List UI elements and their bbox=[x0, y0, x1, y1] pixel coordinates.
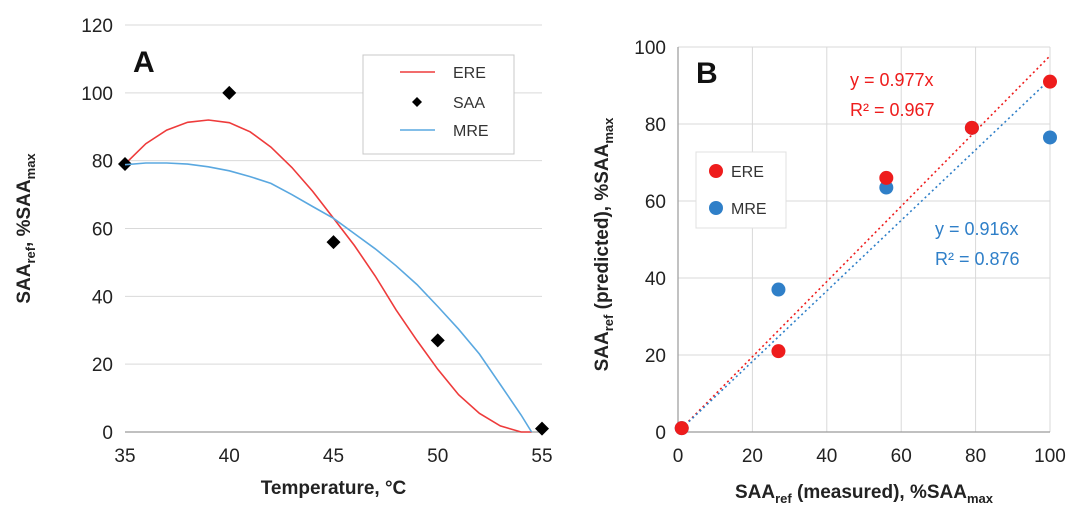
data-point-ere bbox=[674, 421, 689, 436]
x-tick-label: 35 bbox=[114, 446, 135, 467]
y-tick-label: 0 bbox=[102, 423, 113, 444]
y-axis-label-sub: ref bbox=[23, 246, 38, 263]
x-tick-label: 50 bbox=[427, 446, 448, 467]
panel-label-a: A bbox=[133, 46, 155, 79]
r-squared-mre: R² = 0.876 bbox=[935, 249, 1020, 269]
data-point-ere bbox=[879, 170, 894, 185]
series-line-mre bbox=[124, 162, 533, 433]
data-point-ere bbox=[771, 344, 786, 359]
y-axis-label-tail: , %SAA bbox=[14, 179, 35, 247]
legend-label-mre: MRE bbox=[453, 123, 489, 140]
legend-swatch-saa bbox=[412, 97, 422, 107]
x-tick-label: 20 bbox=[742, 446, 763, 467]
legend-swatch-ere bbox=[709, 164, 723, 178]
y-tick-label: 0 bbox=[655, 423, 666, 444]
legend: ERE MRE bbox=[695, 151, 787, 229]
data-point-saa bbox=[535, 421, 549, 436]
y-axis-label-main: SAA bbox=[592, 331, 613, 371]
x-tick-label: 55 bbox=[531, 446, 552, 467]
legend: ERE SAA MRE bbox=[362, 54, 515, 155]
y-tick-label: 80 bbox=[645, 115, 666, 136]
data-point-mre bbox=[879, 180, 894, 195]
data-point-mre bbox=[1043, 130, 1057, 145]
data-point-ere bbox=[964, 120, 979, 135]
equation-ere: y = 0.977x bbox=[850, 70, 934, 90]
y-axis-label: SAAref, %SAAmax bbox=[14, 153, 38, 304]
x-tick-label: 40 bbox=[219, 446, 240, 467]
x-tick-label: 80 bbox=[965, 446, 986, 467]
y-tick-label: 20 bbox=[92, 355, 113, 376]
x-axis-label-sub: ref bbox=[775, 491, 792, 506]
y-tick-label: 40 bbox=[645, 269, 666, 290]
y-axis-label-tail-sub: max bbox=[601, 117, 616, 144]
legend-label-mre: MRE bbox=[731, 201, 767, 218]
x-axis-label: SAAref (measured), %SAAmax bbox=[735, 482, 994, 506]
y-tick-label: 120 bbox=[81, 16, 113, 37]
x-axis-label-tail: (measured), %SAA bbox=[792, 482, 968, 503]
y-tick-label: 60 bbox=[92, 220, 113, 241]
data-point-ere bbox=[1043, 74, 1057, 89]
panel-a: 0 20 40 60 80 100 120 35 40 45 50 55 A ERE SAA MRE Tempe… bbox=[14, 16, 553, 499]
r-squared-ere: R² = 0.967 bbox=[850, 100, 935, 120]
x-tick-label: 40 bbox=[816, 446, 837, 467]
y-tick-label: 20 bbox=[645, 346, 666, 367]
data-point-saa bbox=[222, 85, 237, 100]
legend-label-ere: ERE bbox=[731, 164, 764, 181]
y-tick-label: 100 bbox=[634, 38, 666, 59]
y-tick-label: 60 bbox=[645, 192, 666, 213]
legend-label-ere: ERE bbox=[453, 65, 486, 82]
data-point-mre bbox=[771, 282, 786, 297]
y-axis-label-sub: ref bbox=[601, 314, 616, 331]
y-tick-label: 40 bbox=[92, 287, 113, 308]
equation-mre: y = 0.916x bbox=[935, 219, 1019, 239]
x-tick-label: 60 bbox=[891, 446, 912, 467]
x-tick-label: 0 bbox=[673, 446, 684, 467]
x-tick-label: 45 bbox=[323, 446, 344, 467]
legend-label-saa: SAA bbox=[453, 95, 485, 112]
data-point-saa bbox=[430, 333, 445, 348]
panel-b: 0 20 40 60 80 100 0 20 40 60 80 100 B y = 0.977x R² = … bbox=[592, 38, 1066, 506]
y-axis-label-main: SAA bbox=[14, 263, 35, 303]
y-tick-label: 100 bbox=[81, 84, 113, 105]
legend-box bbox=[695, 151, 787, 229]
x-axis-label-tail-sub: max bbox=[967, 491, 994, 506]
trendline-mre bbox=[677, 78, 1051, 433]
data-point-saa bbox=[326, 235, 341, 250]
x-tick-label: 100 bbox=[1034, 446, 1066, 467]
panel-label-b: B bbox=[696, 57, 718, 90]
legend-swatch-mre bbox=[709, 201, 723, 215]
y-axis-label-tail-sub: max bbox=[23, 153, 38, 180]
y-tick-label: 80 bbox=[92, 152, 113, 173]
series-line-ere bbox=[124, 119, 532, 433]
legend-box bbox=[362, 54, 515, 155]
trendline-ere bbox=[677, 55, 1051, 433]
y-axis-label-tail: (predicted), %SAA bbox=[592, 143, 613, 314]
x-axis-label-main: SAA bbox=[735, 482, 775, 503]
y-axis-label: SAAref (predicted), %SAAmax bbox=[592, 117, 616, 372]
x-axis-label: Temperature, °C bbox=[261, 478, 407, 499]
